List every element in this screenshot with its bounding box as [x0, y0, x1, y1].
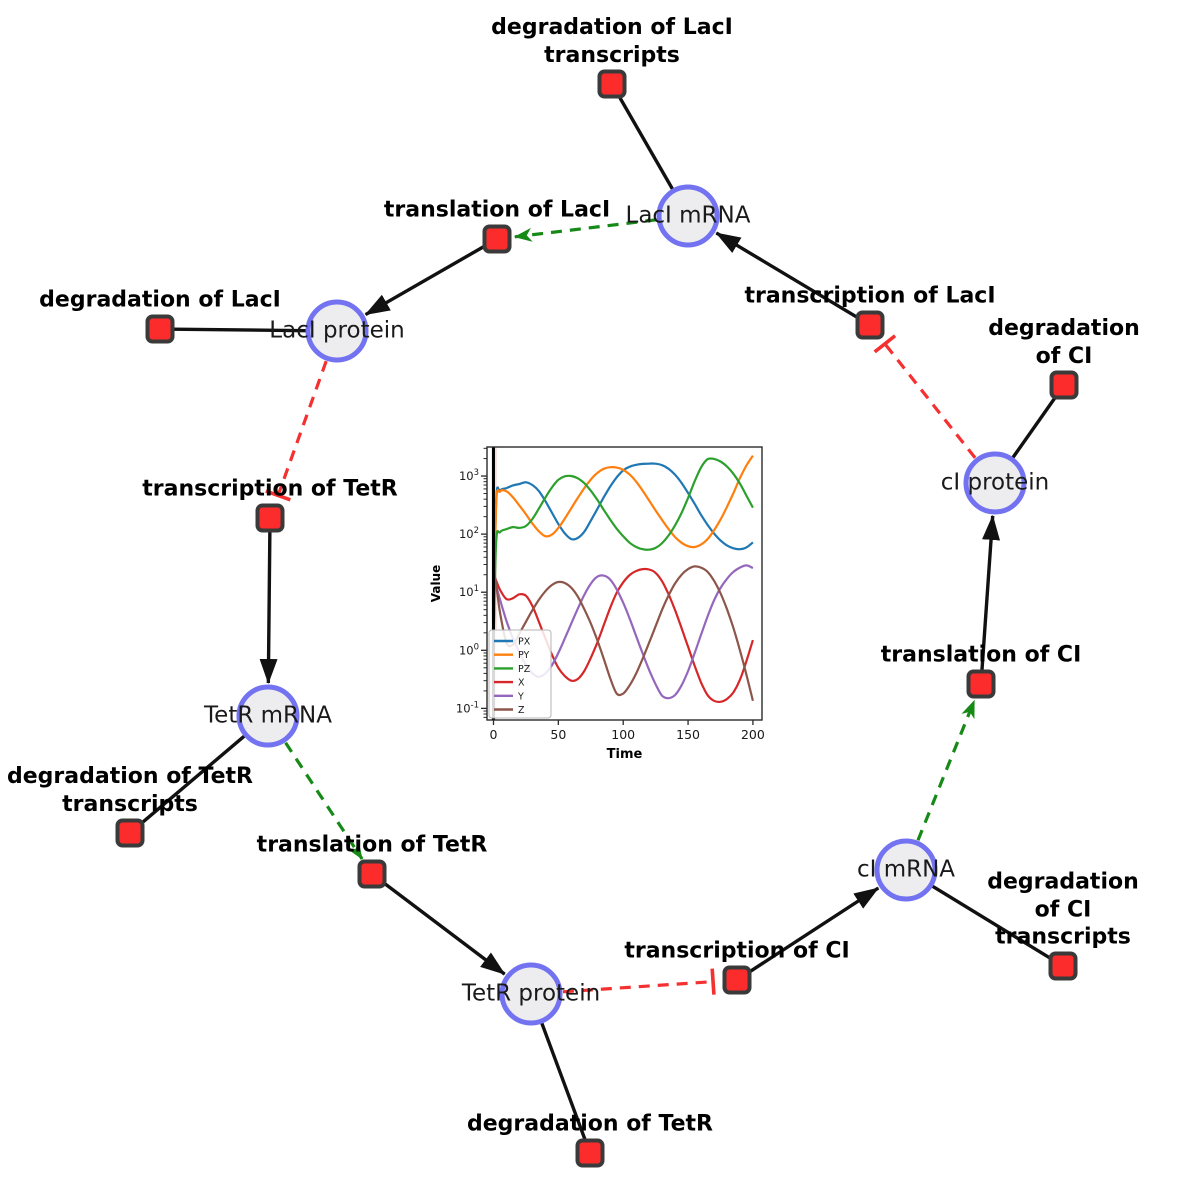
edge-inhibition-cI_protein-transc_lacI [885, 344, 975, 458]
reaction-node-transc_tetR[interactable] [258, 506, 283, 531]
reaction-node-deg_tetR_tx[interactable] [118, 821, 143, 846]
edge-production-transc_tetR-tetR_mRNA [268, 531, 270, 683]
species-node-lacI_mRNA[interactable] [659, 187, 717, 245]
chart-x-tick-150: 150 [676, 727, 700, 742]
edge-production-transc_lacI-lacI_mRNA [716, 233, 859, 318]
chart-legend-entry-PZ: PZ [518, 664, 531, 675]
inset-chart: 05010015020010310210110010-1TimeValuePXP… [420, 434, 780, 764]
edge-production-transl_cI-cI_protein [982, 516, 993, 671]
edge-production-transl_tetR-tetR_protein [382, 882, 504, 974]
inset-chart-svg: 05010015020010310210110010-1TimeValuePXP… [420, 434, 780, 764]
edge-production-transl_lacI-lacI_protein [366, 245, 486, 314]
chart-y-tick-10e0: 100 [459, 642, 479, 657]
chart-x-tick-100: 100 [611, 727, 635, 742]
reaction-node-transc_lacI[interactable] [858, 313, 883, 338]
chart-y-tick-10e-1: 10-1 [456, 700, 479, 715]
chart-x-tick-0: 0 [490, 727, 498, 742]
species-node-cI_protein[interactable] [966, 454, 1024, 512]
chart-series-PZ [494, 458, 753, 650]
edge-consumption-deg_tetR_tx-tetR_mRNA [140, 736, 244, 825]
chart-y-axis-label: Value [429, 565, 443, 603]
edge-activation-cI_mRNA-transl_cI [918, 701, 974, 841]
species-node-tetR_mRNA[interactable] [239, 687, 297, 745]
reaction-node-deg_lacI_tx[interactable] [600, 72, 625, 97]
chart-legend-entry-Y: Y [517, 691, 524, 702]
edge-activation-lacI_mRNA-transl_lacI [515, 220, 656, 237]
chart-x-tick-200: 200 [741, 727, 765, 742]
reaction-node-transl_cI[interactable] [969, 672, 994, 697]
reaction-node-transl_tetR[interactable] [360, 862, 385, 887]
chart-legend-entry-Z: Z [518, 705, 525, 716]
reaction-node-deg_cI_tx[interactable] [1051, 954, 1076, 979]
chart-y-tick-10e1: 101 [459, 584, 479, 599]
chart-legend-entry-PX: PX [518, 637, 531, 648]
chart-x-tick-50: 50 [550, 727, 566, 742]
edge-consumption-deg_tetR-tetR_protein [542, 1023, 586, 1141]
reaction-node-transc_cI[interactable] [725, 968, 750, 993]
chart-legend-entry-X: X [518, 678, 525, 689]
reaction-node-deg_tetR[interactable] [578, 1141, 603, 1166]
reaction-node-deg_cI[interactable] [1052, 373, 1077, 398]
edge-consumption-deg_cI-cI_protein [1013, 396, 1057, 458]
species-node-cI_mRNA[interactable] [877, 841, 935, 899]
chart-y-tick-10e3: 103 [459, 468, 479, 483]
edge-activation-tetR_mRNA-transl_tetR [286, 743, 363, 859]
edge-inhibition-tetR_protein-transc_cI [563, 982, 713, 992]
chart-series-PX [494, 464, 753, 651]
diagram-canvas: 05010015020010310210110010-1TimeValuePXP… [0, 0, 1189, 1200]
reaction-node-transl_lacI[interactable] [485, 227, 510, 252]
edge-inhibition-lacI_protein-transc_tetR [278, 361, 326, 495]
chart-x-axis-label: Time [607, 747, 643, 762]
species-node-lacI_protein[interactable] [308, 302, 366, 360]
edge-production-transc_cI-cI_mRNA [748, 888, 878, 973]
edge-consumption-deg_cI_tx-cI_mRNA [932, 886, 1051, 959]
edge-consumption-deg_lacI-lacI_protein [173, 329, 306, 331]
chart-legend-entry-PY: PY [518, 650, 530, 661]
reaction-node-deg_lacI[interactable] [148, 317, 173, 342]
species-node-tetR_protein[interactable] [502, 965, 560, 1023]
edge-consumption-deg_lacI_tx-lacI_mRNA [618, 95, 672, 189]
chart-y-tick-10e2: 102 [459, 526, 479, 541]
chart-legend: PX PY PZ XYZ [489, 630, 551, 718]
